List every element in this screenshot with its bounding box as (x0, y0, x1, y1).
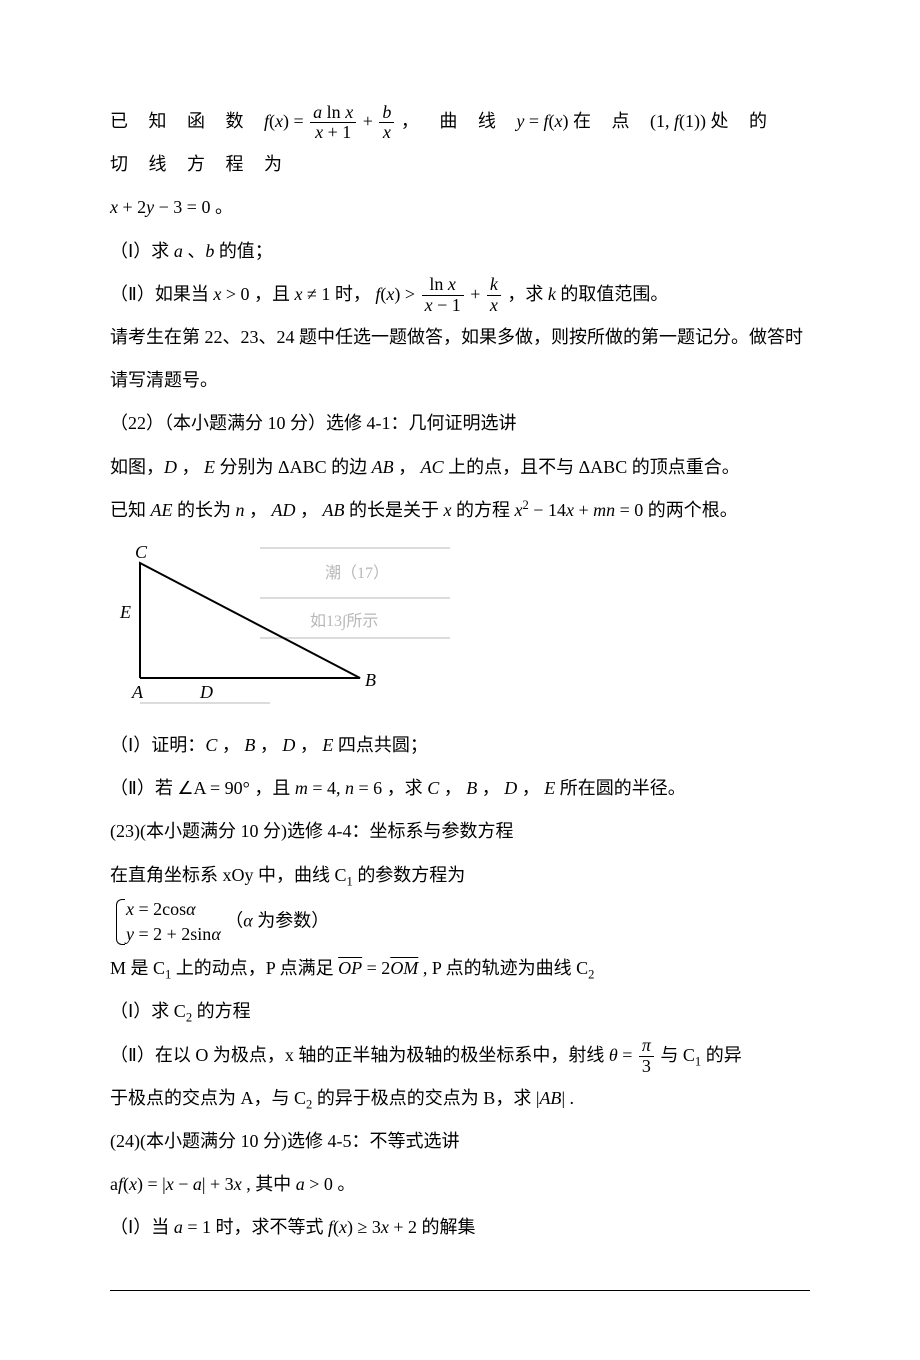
paragraph-17: 于极点的交点为 A，与 C2 的异于极点的交点为 B，求 |AB| . (110, 1077, 810, 1120)
paragraph-5: 请考生在第 22、23、24 题中任选一题做答，如果多做，则按所做的第一题记分。… (110, 316, 810, 402)
paragraph-20: （Ⅰ）当 a = 1 时，求不等式 f(x) ≥ 3x + 2 的解集 (110, 1206, 810, 1249)
paragraph-13: x = 2cosα y = 2 + 2sinα （α 为参数） (110, 897, 810, 947)
svg-text:E: E (119, 602, 131, 622)
paragraph-19: af(x) = |x − a| + 3x , 其中 a > 0 。 (110, 1163, 810, 1206)
paragraph-10: （Ⅱ）若 ∠A = 90° ，且 m = 4, n = 6 ，求 C ， B ，… (110, 767, 810, 810)
fraction: a ln x x + 1 (310, 103, 356, 144)
svg-text:D: D (199, 682, 213, 702)
triangle-svg: 潮（17） 如13∫所示 C E A D B (110, 538, 450, 708)
svg-text:潮（17）: 潮（17） (325, 564, 389, 582)
paragraph-1: 已 知 函 数 f(x) = a ln x x + 1 + b x ， 曲 线 … (110, 100, 810, 186)
fraction: π 3 (639, 1036, 654, 1077)
paragraph-8: 已知 AE 的长为 n ， AD ， AB 的长是关于 x 的方程 x2 − 1… (110, 489, 810, 532)
svg-text:C: C (135, 542, 148, 562)
paragraph-3: （Ⅰ）求 a 、b 的值； (110, 230, 810, 273)
paragraph-2: x + 2y − 3 = 0 。 (110, 186, 810, 229)
paragraph-11: (23)(本小题满分 10 分)选修 4-4：坐标系与参数方程 (110, 810, 810, 853)
text: ， 曲 线 (401, 111, 517, 131)
brace-system: x = 2cosα y = 2 + 2sinα (110, 897, 221, 947)
paragraph-12: 在直角坐标系 xOy 中，曲线 C1 的参数方程为 (110, 854, 810, 897)
paragraph-14: M 是 C1 上的动点，P 点满足 OP = 2OM , P 点的轨迹为曲线 C… (110, 947, 810, 990)
text: 在 点 (573, 111, 650, 131)
svg-text:如13∫所示: 如13∫所示 (310, 612, 378, 631)
paragraph-16: （Ⅱ）在以 O 为极点，x 轴的正半轴为极轴的极坐标系中，射线 θ = π 3 … (110, 1034, 810, 1077)
paragraph-9: （Ⅰ）证明：C ， B ， D ， E 四点共圆； (110, 724, 810, 767)
fraction: b x (379, 103, 394, 144)
paragraph-7: 如图，D ， E 分别为 ΔABC 的边 AB ， AC 上的点，且不与 ΔAB… (110, 446, 810, 489)
paragraph-18: (24)(本小题满分 10 分)选修 4-5：不等式选讲 (110, 1120, 810, 1163)
paragraph-15: （Ⅰ）求 C2 的方程 (110, 990, 810, 1033)
paragraph-4: （Ⅱ）如果当 x > 0 ，且 x ≠ 1 时， f(x) > ln x x −… (110, 273, 810, 316)
fraction: ln x x − 1 (422, 275, 464, 316)
svg-text:A: A (131, 682, 144, 702)
bottom-rule (110, 1290, 810, 1291)
paragraph-6: （22）（本小题满分 10 分）选修 4-1：几何证明选讲 (110, 402, 810, 445)
text: 已 知 函 数 (110, 111, 264, 131)
svg-text:B: B (365, 670, 376, 690)
fraction: k x (487, 275, 501, 316)
triangle-figure: 潮（17） 如13∫所示 C E A D B (110, 538, 810, 724)
